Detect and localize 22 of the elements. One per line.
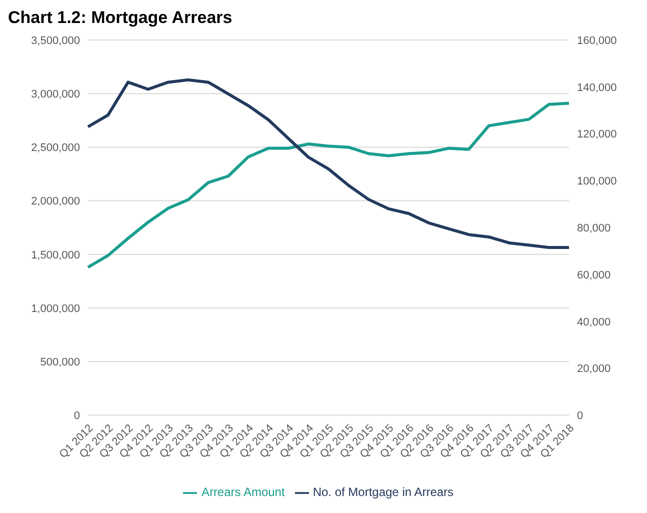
y-tick-label: 1,000,000 xyxy=(31,302,80,315)
line-series xyxy=(86,78,570,250)
y-tick-label: 0 xyxy=(74,410,80,422)
y-tick-label: 3,000,000 xyxy=(31,88,80,100)
y2-tick-label: 140,000 xyxy=(577,82,617,94)
y-tick-label: 2,000,000 xyxy=(31,196,80,208)
chart-title: Chart 1.2: Mortgage Arrears xyxy=(8,8,234,29)
y-tick-label: 500,000 xyxy=(40,356,80,368)
y2-tick-label: 160,000 xyxy=(577,34,617,47)
y2-tick-label: 40,000 xyxy=(577,316,611,328)
legend-label: Arrears Amount xyxy=(201,485,285,500)
y-tick-label: 3,500,000 xyxy=(31,34,80,47)
y2-tick-label: 80,000 xyxy=(577,222,611,234)
legend-label: No. of Mortgage in Arrears xyxy=(312,485,454,500)
line-series xyxy=(86,102,570,269)
y2-tick-label: 0 xyxy=(577,410,584,422)
y2-tick-label: 120,000 xyxy=(577,128,617,141)
y2-tick-label: 60,000 xyxy=(577,269,611,282)
y-tick-label: 2,500,000 xyxy=(31,142,80,154)
y2-tick-label: 20,000 xyxy=(577,363,611,376)
y-tick-label: 1,500,000 xyxy=(31,249,80,262)
y2-tick-label: 100,000 xyxy=(577,176,617,188)
